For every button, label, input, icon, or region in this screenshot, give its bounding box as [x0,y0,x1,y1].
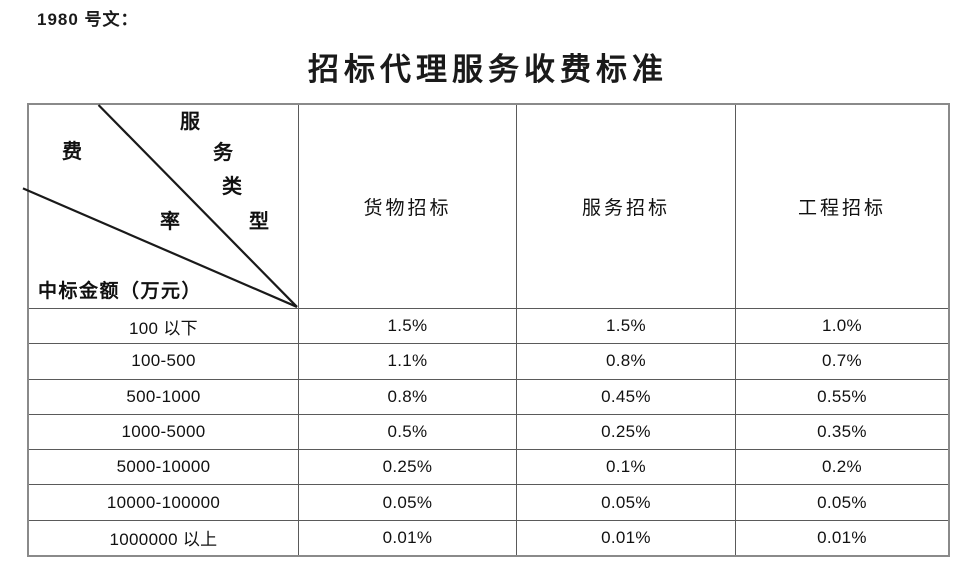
amount-cell: 100 以下 [29,307,298,343]
doc-number: 1980 号文： [37,10,139,29]
amount-cell: 100-500 [29,343,298,378]
page-title: 招标代理服务收费标准 [308,52,668,87]
rate-cell: 0.35% [735,413,948,450]
amount-cell: 1000-5000 [29,413,298,449]
rate-cell: 0.5% [298,413,516,450]
diagonal-divider-lines [22,104,298,308]
rate-cell: 0.05% [298,484,516,520]
column-header-service: 服务招标 [516,105,735,308]
type-label-char: 服 [180,111,200,133]
amount-cell: 500-1000 [29,378,298,414]
fee-table: 服 务 类 型 费 率 中标金额（万元） 货物招标 服务招标 工程招标 100 … [22,103,950,557]
rate-cell: 1.0% [735,307,948,344]
rate-cell: 0.2% [735,449,948,485]
rate-cell: 0.45% [516,378,735,414]
rate-cell: 0.7% [735,343,948,379]
amount-cell: 1000000 以上 [29,519,298,555]
rate-cell: 0.05% [735,484,948,520]
column-header-engineering: 工程招标 [735,105,948,308]
rate-cell: 1.5% [516,307,735,344]
column-header-goods: 货物招标 [298,105,516,308]
rate-label-char: 率 [160,211,180,233]
type-label-char: 型 [249,211,269,233]
amount-cell: 10000-100000 [29,484,298,519]
amount-axis-label: 中标金额（万元） [38,281,203,302]
rate-cell: 0.01% [735,519,948,555]
type-label-char: 务 [213,142,233,164]
rate-cell: 0.55% [735,378,948,414]
type-label-char: 类 [222,176,242,198]
rate-cell: 1.5% [298,307,516,344]
rate-cell: 0.8% [516,343,735,379]
rate-cell: 0.05% [516,484,735,520]
rate-label-char: 费 [62,141,82,163]
rate-cell: 0.25% [298,449,516,485]
rate-cell: 0.01% [298,519,516,555]
rate-cell: 0.1% [516,449,735,485]
rate-cell: 1.1% [298,343,516,379]
rate-cell: 0.25% [516,413,735,450]
corner-header-cell: 服 务 类 型 费 率 中标金额（万元） [22,104,298,308]
rate-cell: 0.8% [298,378,516,414]
amount-cell: 5000-10000 [29,449,298,484]
rate-cell: 0.01% [516,519,735,555]
